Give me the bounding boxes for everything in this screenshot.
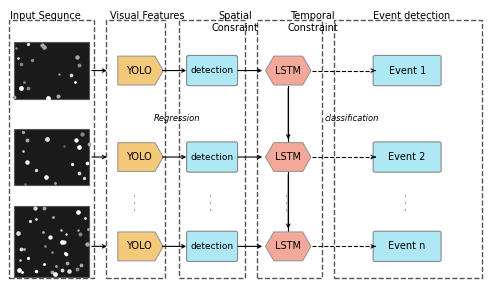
Text: · · ·: · · · <box>402 193 412 211</box>
Text: YOLO: YOLO <box>126 152 151 162</box>
Text: detection: detection <box>191 66 234 75</box>
FancyBboxPatch shape <box>187 231 238 262</box>
Text: LSTM: LSTM <box>275 152 301 162</box>
Text: Event 2: Event 2 <box>388 152 426 162</box>
Text: detection: detection <box>191 242 234 251</box>
FancyBboxPatch shape <box>373 231 441 262</box>
Text: · · ·: · · · <box>283 193 293 211</box>
Polygon shape <box>118 143 163 171</box>
Text: LSTM: LSTM <box>275 241 301 251</box>
Polygon shape <box>266 56 311 85</box>
Text: Spatial
Consraint: Spatial Consraint <box>212 11 258 33</box>
Text: classification: classification <box>324 113 379 123</box>
Text: Visual Features: Visual Features <box>110 11 185 22</box>
Text: Event n: Event n <box>388 241 426 251</box>
FancyBboxPatch shape <box>14 42 89 99</box>
Text: Event 1: Event 1 <box>388 65 426 76</box>
Text: Event detection: Event detection <box>373 11 451 22</box>
FancyBboxPatch shape <box>373 142 441 172</box>
FancyBboxPatch shape <box>14 129 89 185</box>
Text: YOLO: YOLO <box>126 241 151 251</box>
Polygon shape <box>118 232 163 261</box>
FancyBboxPatch shape <box>187 142 238 172</box>
Text: Regression: Regression <box>153 113 200 123</box>
Text: · · ·: · · · <box>207 193 217 211</box>
Text: Temporal
Constraint: Temporal Constraint <box>287 11 338 33</box>
Text: detection: detection <box>191 152 234 162</box>
Polygon shape <box>266 232 311 261</box>
Text: YOLO: YOLO <box>126 65 151 76</box>
Text: Input Sequnce: Input Sequnce <box>10 11 81 22</box>
FancyBboxPatch shape <box>187 55 238 86</box>
FancyBboxPatch shape <box>14 218 89 274</box>
Polygon shape <box>266 143 311 171</box>
Text: LSTM: LSTM <box>275 65 301 76</box>
FancyBboxPatch shape <box>14 206 89 277</box>
Text: · · ·: · · · <box>132 193 141 211</box>
FancyBboxPatch shape <box>373 55 441 86</box>
Polygon shape <box>118 56 163 85</box>
